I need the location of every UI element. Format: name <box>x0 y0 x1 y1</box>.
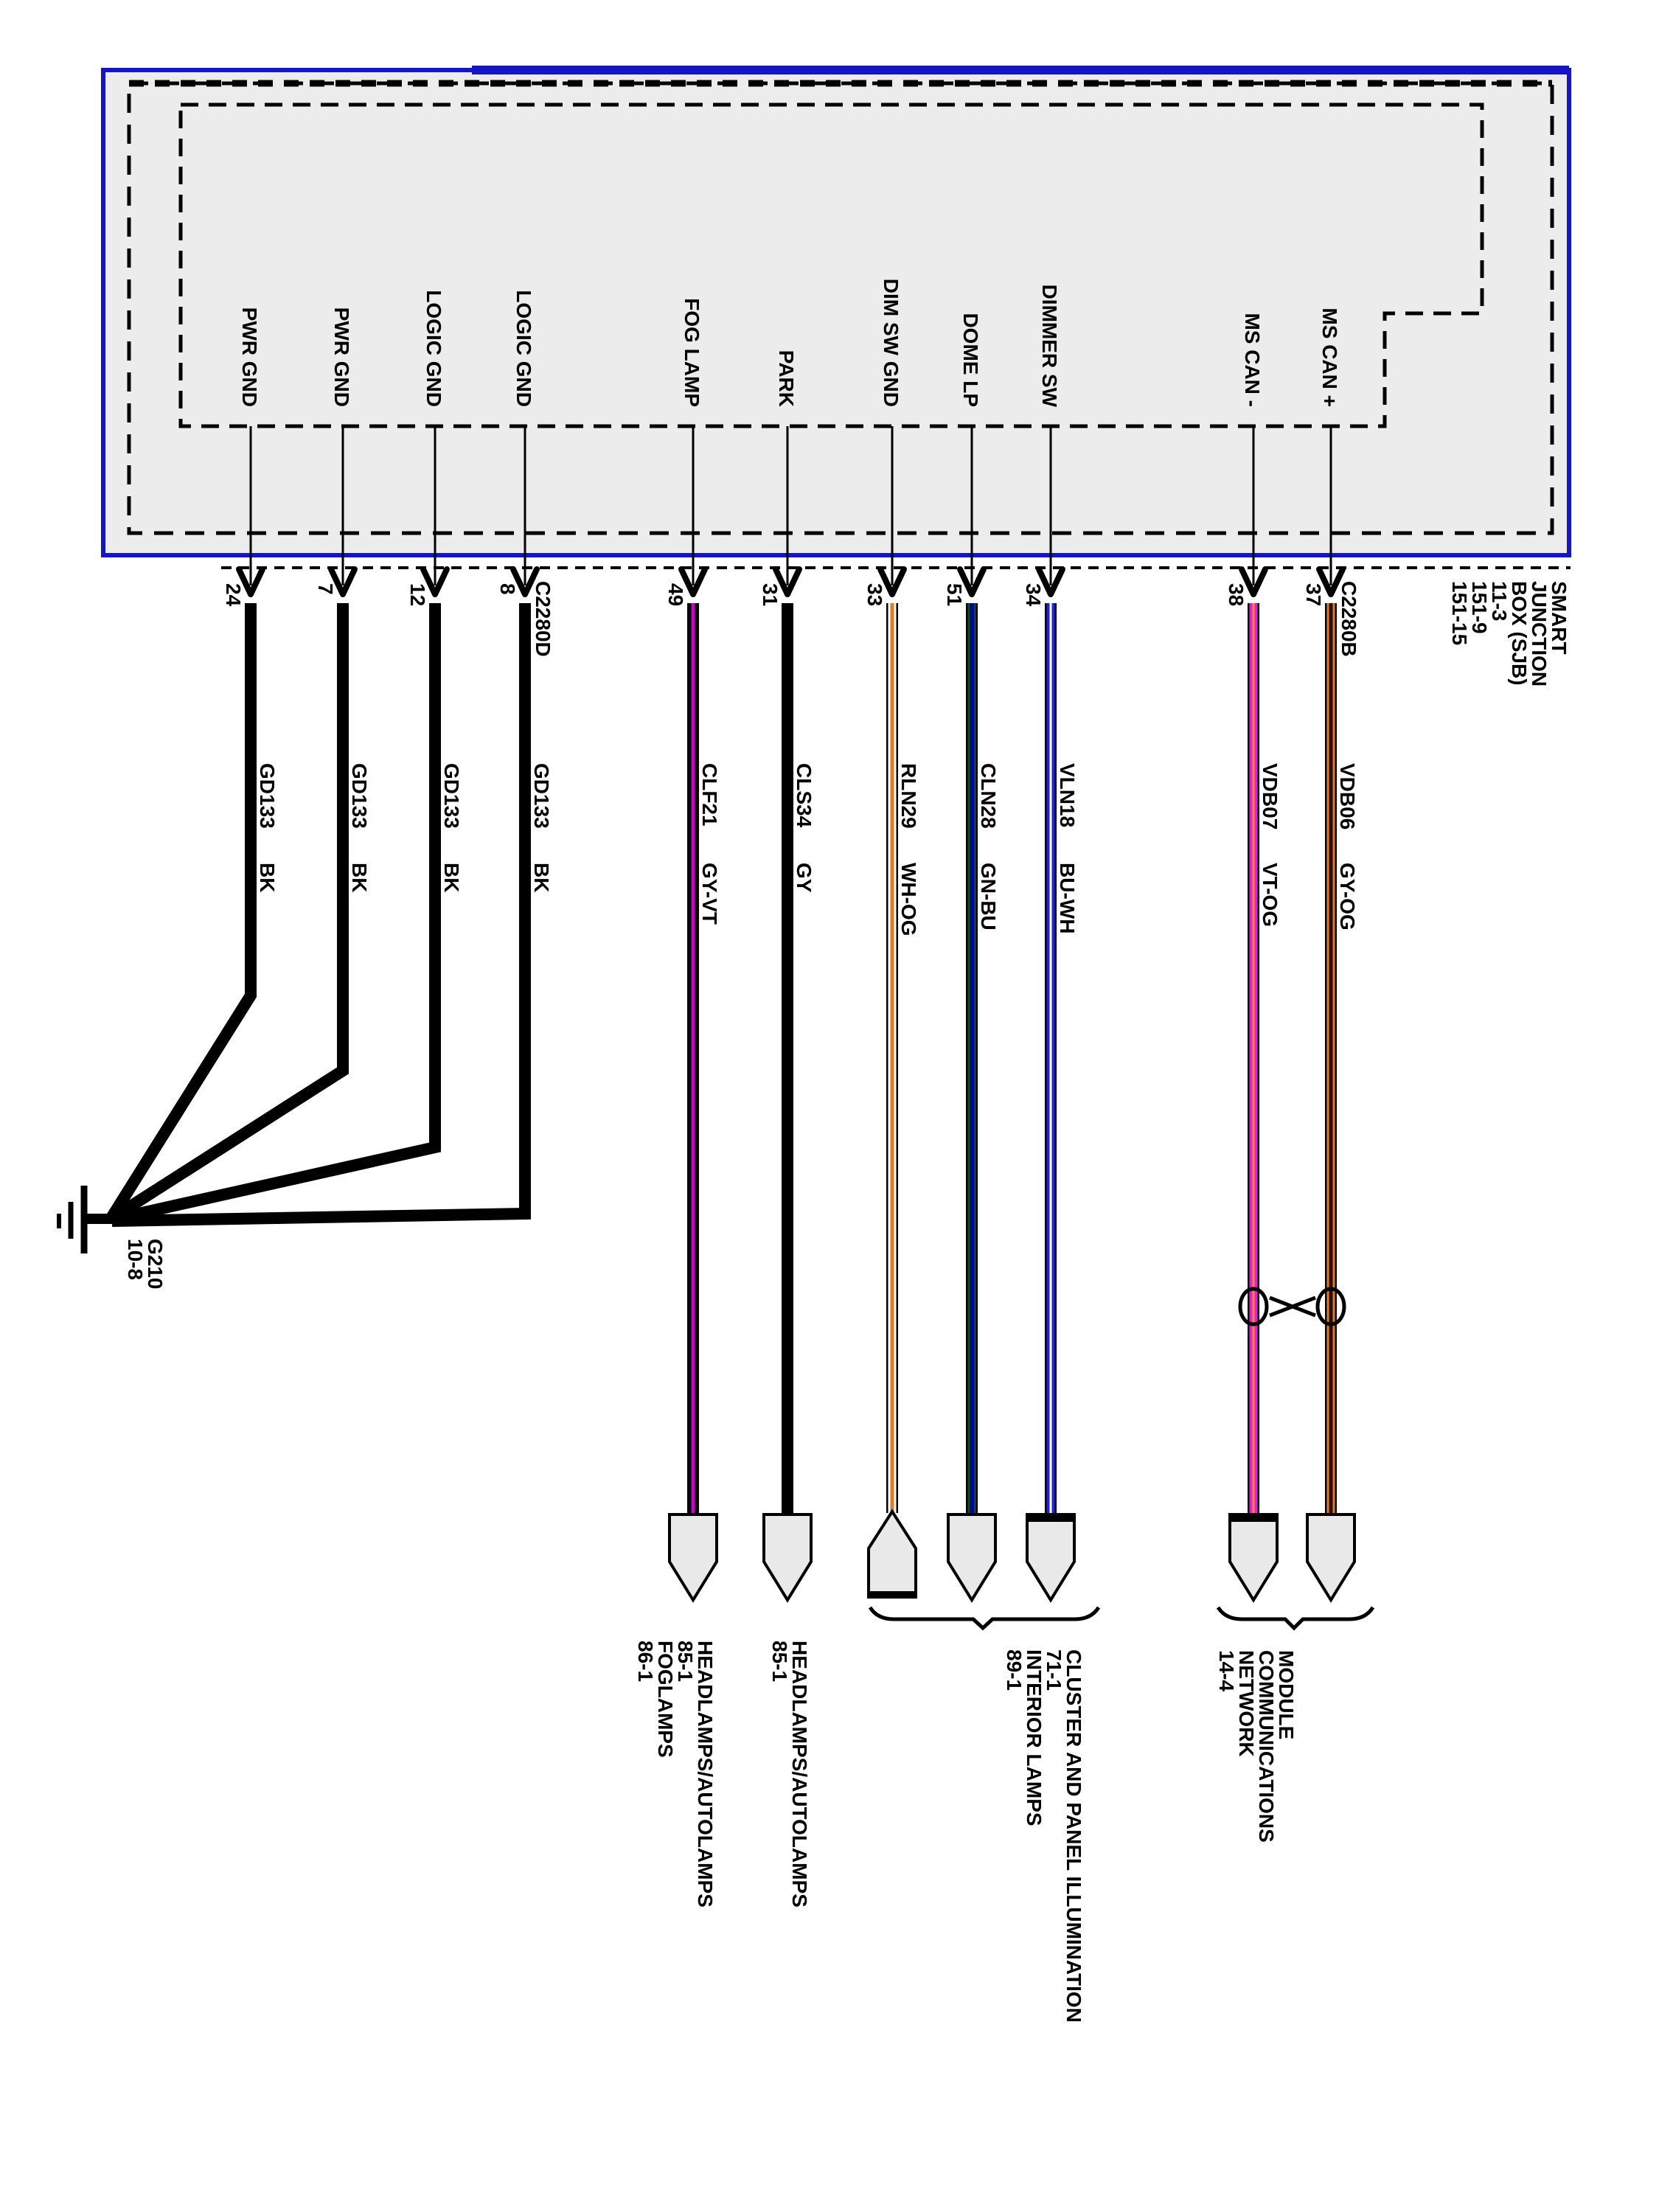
pin-name: FOG LAMP <box>681 298 703 407</box>
pin-name: PARK <box>775 350 798 407</box>
wire-color-code: GN-BU <box>977 863 1000 931</box>
pin-name: DOME LP <box>959 313 982 407</box>
wire-pin12-gd133 <box>111 603 441 1225</box>
connector-pin31 <box>762 1513 813 1603</box>
connector-pin33-bar <box>869 1591 916 1599</box>
pin-number: 24 <box>222 583 245 607</box>
pin-name: LOGIC GND <box>422 290 445 407</box>
sjb-outer-dashed-box <box>127 81 1554 535</box>
wire-pin7-gd133 <box>108 603 349 1223</box>
wire-color-code: BK <box>256 863 279 892</box>
wire-pin8-gd133 <box>111 603 531 1227</box>
pin-stub-lines <box>236 426 1346 597</box>
wire-color-code: GY-OG <box>1336 863 1359 931</box>
wire-color-code: GY <box>793 863 815 893</box>
connector-pin33 <box>867 1509 917 1599</box>
connector-label-c2280b: C2280B <box>1338 581 1360 657</box>
wire-color-code: BK <box>440 863 463 892</box>
circuit-id: GD133 <box>256 763 279 829</box>
destination-label-module-network: MODULE COMMUNICATIONS NETWORK 14-4 <box>1215 1650 1298 1843</box>
pin-number: 38 <box>1225 583 1248 606</box>
connector-label-c2280d: C2280D <box>532 581 554 657</box>
pin-number: 7 <box>314 583 337 595</box>
connector-pin49 <box>668 1513 718 1603</box>
wire-color-code: BK <box>530 863 553 892</box>
circuit-id: VLN18 <box>1056 763 1079 827</box>
connector-pin38-bar <box>1230 1514 1277 1522</box>
connector-pin37 <box>1306 1513 1356 1603</box>
circuit-id: CLS34 <box>793 763 815 828</box>
wire-color-code: BU-WH <box>1056 863 1079 933</box>
destination-label-headlamps-foglamps: HEADLAMPS/AUTOLAMPS 85-1 FOGLAMPS 86-1 <box>634 1641 717 1907</box>
twisted-pair-icon <box>1238 1287 1346 1326</box>
pin-name: LOGIC GND <box>512 290 535 407</box>
sjb-inner-dashed-box <box>178 102 1484 428</box>
circuit-id: RLN29 <box>897 763 920 829</box>
destination-label-cluster-interior: CLUSTER AND PANEL ILLUMINATION 71-1 INTE… <box>1003 1649 1085 2023</box>
wire-color-code: VT-OG <box>1259 863 1281 927</box>
destination-label-headlamps: HEADLAMPS/AUTOLAMPS 85-1 <box>768 1641 811 1907</box>
wire-color-code: BK <box>348 863 371 892</box>
pin-name: DIM SW GND <box>880 279 902 407</box>
pin-name: MS CAN - <box>1241 313 1264 407</box>
circuit-id: CLN28 <box>977 763 1000 829</box>
wire-pin24-gd133 <box>107 603 257 1220</box>
pin-number-labels: 24 7 12 8 49 31 33 51 34 38 37 <box>222 583 1325 607</box>
ground-label-g210: G210 10-8 <box>124 1239 167 1290</box>
pin-number: 8 <box>496 583 519 595</box>
circuit-id: GD133 <box>440 763 463 829</box>
pin-number: 37 <box>1302 583 1325 606</box>
circuit-labels: GD133 GD133 GD133 GD133 CLF21 CLS34 RLN2… <box>256 763 1359 830</box>
pin-number: 34 <box>1022 583 1045 607</box>
connector-pin34-bar <box>1027 1514 1074 1522</box>
circuit-id: VDB07 <box>1259 763 1281 830</box>
ground-symbol-g210 <box>57 1186 112 1253</box>
sjb-title-label: SMART JUNCTION BOX (SJB) 11-3 151-9 151-… <box>1448 581 1571 687</box>
pin-number: 31 <box>759 583 782 606</box>
pin-name: DIMMER SW <box>1038 285 1061 408</box>
pin-name: PWR GND <box>238 307 261 407</box>
circuit-id: CLF21 <box>698 763 721 827</box>
pin-number: 51 <box>943 583 966 606</box>
circuit-id: VDB06 <box>1336 763 1359 830</box>
pin-number: 33 <box>863 583 886 606</box>
circuit-id: GD133 <box>348 763 371 829</box>
wire-color-code: GY-VT <box>698 863 721 925</box>
pin-name: PWR GND <box>330 307 353 407</box>
circuit-id: GD133 <box>530 763 553 829</box>
connector-pin51 <box>947 1513 997 1603</box>
connector-pin34 <box>1026 1513 1076 1603</box>
brace-cluster-interior <box>868 1606 1101 1631</box>
pin-name: MS CAN + <box>1318 307 1341 407</box>
connector-pin38 <box>1228 1513 1279 1603</box>
wire-color-labels: BK BK BK BK GY-VT GY WH-OG GN-BU BU-WH V… <box>256 863 1359 936</box>
pin-number: 12 <box>406 583 429 606</box>
wire-color-code: WH-OG <box>897 863 920 936</box>
pin-number: 49 <box>664 583 687 606</box>
sjb-box <box>101 68 1571 557</box>
brace-module-network <box>1216 1606 1375 1631</box>
pin-name-labels: PWR GND PWR GND LOGIC GND LOGIC GND FOG … <box>238 279 1341 408</box>
